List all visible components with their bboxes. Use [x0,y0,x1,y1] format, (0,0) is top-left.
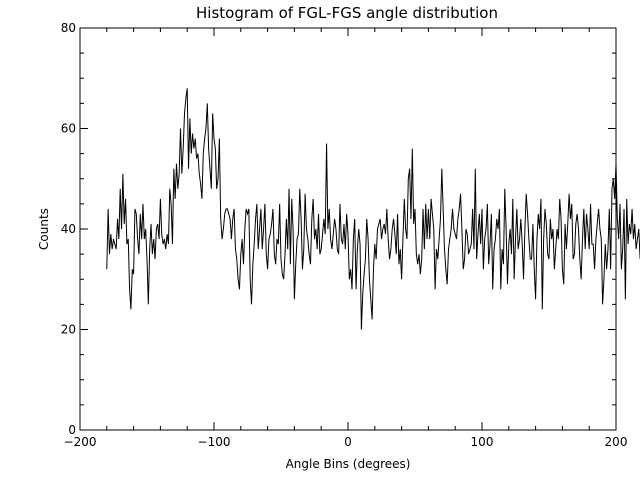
y-tick-label: 80 [61,21,76,35]
axis-ticks [79,27,617,431]
x-tick-label: −200 [64,435,97,449]
y-axis-label: Counts [37,208,51,250]
series-line [106,88,640,330]
y-tick-label: 40 [61,222,76,236]
data-series [106,88,640,330]
chart-title: Histogram of FGL-FGS angle distribution [196,4,498,22]
x-tick-label: 200 [605,435,628,449]
y-tick-label: 20 [61,323,76,337]
x-tick-label: −100 [198,435,231,449]
y-tick-label: 60 [61,122,76,136]
x-axis-label: Angle Bins (degrees) [286,457,411,471]
x-tick-label: 100 [471,435,494,449]
x-tick-label: 0 [344,435,352,449]
y-tick-label: 0 [68,423,76,437]
y-tick-labels: 0 20 40 60 80 [61,21,76,437]
x-tick-labels: −200 −100 0 100 200 [64,435,628,449]
